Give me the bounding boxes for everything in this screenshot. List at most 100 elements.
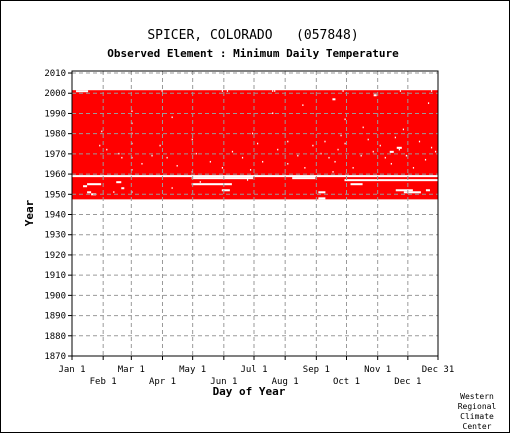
x-tick-label: Jan 1 xyxy=(58,365,85,375)
missing-day xyxy=(427,102,430,104)
missing-day xyxy=(399,90,401,92)
x-tick-label: May 1 xyxy=(179,365,206,375)
missing-segment xyxy=(373,94,377,97)
y-tick-label: 1990 xyxy=(44,109,66,119)
y-axis-label: Year xyxy=(23,199,36,226)
missing-day xyxy=(171,187,173,189)
missing-segment xyxy=(332,98,336,101)
missing-day xyxy=(304,167,306,169)
x-tick-label: Oct 1 xyxy=(333,377,360,387)
x-tick-label: Nov 1 xyxy=(364,365,391,375)
missing-segment xyxy=(350,183,363,186)
credit-line-1: Western xyxy=(460,392,494,401)
x-tick-label: Jun 1 xyxy=(210,377,237,387)
x-tick-label: Jul 1 xyxy=(240,365,267,375)
missing-day xyxy=(241,156,244,159)
missing-segment xyxy=(425,189,430,192)
missing-day xyxy=(337,148,339,151)
missing-day xyxy=(434,150,437,153)
missing-day xyxy=(302,104,304,106)
missing-segment xyxy=(87,183,102,186)
missing-segment xyxy=(389,150,394,153)
missing-day xyxy=(402,128,405,131)
missing-day xyxy=(424,158,427,161)
missing-day xyxy=(159,144,161,147)
missing-day xyxy=(405,154,408,157)
missing-segment xyxy=(292,177,316,180)
y-tick-label: 1940 xyxy=(44,211,66,221)
missing-day xyxy=(118,152,120,155)
x-tick-label: Apr 1 xyxy=(149,377,176,387)
missing-segment xyxy=(318,191,326,194)
missing-day xyxy=(394,136,396,139)
missing-day xyxy=(262,160,264,163)
missing-day xyxy=(131,122,133,125)
missing-day xyxy=(141,162,143,165)
missing-day xyxy=(342,90,344,92)
y-tick-label: 1880 xyxy=(44,332,66,342)
x-tick-label: Aug 1 xyxy=(272,377,299,387)
missing-segment xyxy=(83,185,88,188)
missing-day xyxy=(287,140,289,143)
missing-day xyxy=(430,90,433,92)
missing-segment xyxy=(72,175,438,178)
missing-day xyxy=(131,110,133,113)
missing-day xyxy=(99,144,101,147)
x-tick-label: Sep 1 xyxy=(303,365,330,375)
missing-day xyxy=(328,156,330,159)
y-tick-label: 1930 xyxy=(44,231,66,241)
missing-segment xyxy=(221,189,230,192)
missing-day xyxy=(101,130,103,133)
missing-day xyxy=(251,132,254,135)
missing-day xyxy=(272,112,274,115)
missing-day xyxy=(277,148,279,151)
missing-day xyxy=(362,126,364,129)
y-tick-label: 1920 xyxy=(44,251,66,261)
credit-line-2: Regional xyxy=(458,402,497,411)
plot-frame xyxy=(71,70,439,357)
missing-day xyxy=(418,140,421,143)
missing-day xyxy=(131,142,133,145)
missing-day xyxy=(209,160,211,163)
missing-day xyxy=(171,116,173,119)
missing-day xyxy=(312,144,314,147)
missing-day xyxy=(257,142,259,145)
missing-day xyxy=(151,154,153,157)
missing-day xyxy=(121,156,123,159)
missing-segment xyxy=(403,191,421,194)
missing-day xyxy=(131,169,133,171)
missing-day xyxy=(372,150,374,153)
missing-day xyxy=(390,162,392,165)
missing-segment xyxy=(191,177,253,180)
missing-day xyxy=(221,167,224,169)
missing-segment xyxy=(87,191,92,194)
missing-day xyxy=(231,150,234,153)
y-tick-label: 1870 xyxy=(44,352,66,362)
missing-day xyxy=(340,134,342,137)
missing-day xyxy=(352,167,354,169)
credit-line-3: Climate xyxy=(460,412,494,421)
missing-day xyxy=(379,144,381,147)
missing-day xyxy=(297,154,299,157)
missing-day xyxy=(113,191,115,193)
missing-day xyxy=(249,169,252,171)
y-tick-label: 1960 xyxy=(44,170,66,180)
missing-day xyxy=(191,138,193,141)
missing-day xyxy=(199,181,201,183)
missing-day xyxy=(161,90,163,92)
x-tick-label: Dec 31 xyxy=(422,365,455,375)
missing-segment xyxy=(191,183,232,186)
missing-segment xyxy=(116,181,122,184)
credit-line-4: Center xyxy=(463,422,492,431)
y-tick-label: 1970 xyxy=(44,150,66,160)
missing-segment xyxy=(396,146,402,149)
missing-day xyxy=(367,138,369,141)
y-tick-label: 1890 xyxy=(44,312,66,322)
missing-segment xyxy=(76,90,89,93)
missing-day xyxy=(412,167,415,169)
missing-day xyxy=(384,156,386,159)
data-block xyxy=(72,90,438,200)
missing-day xyxy=(334,160,336,163)
missing-day xyxy=(221,90,224,92)
